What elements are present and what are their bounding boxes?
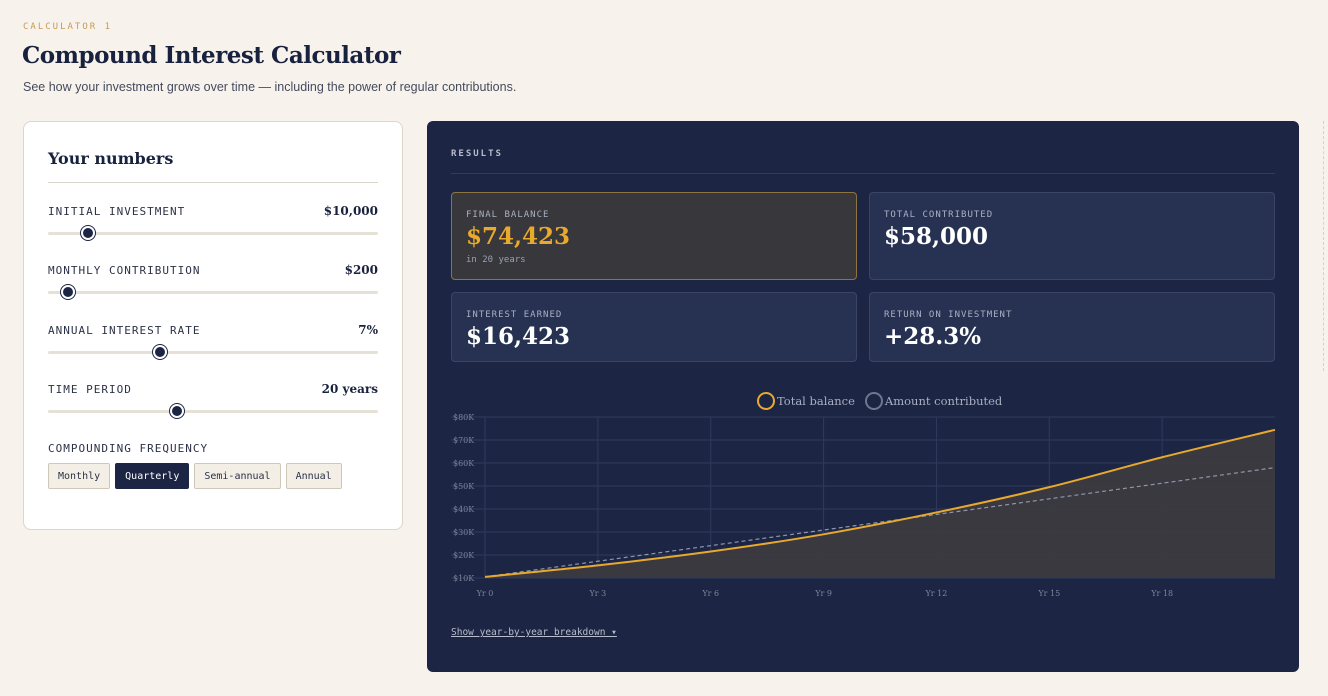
x-tick-label: Yr 3 (588, 589, 606, 598)
final-balance-value: $74,423 (466, 223, 571, 250)
initial-investment-value: $10,000 (323, 204, 378, 218)
divider (1323, 121, 1324, 371)
y-tick-label: $10K (453, 574, 475, 583)
y-tick-label: $40K (453, 505, 475, 514)
initial-investment-label: INITIAL INVESTMENT (48, 205, 186, 218)
interest-earned-value: $16,423 (466, 323, 571, 350)
total-contributed-card: TOTAL CONTRIBUTED $58,000 (869, 192, 1275, 280)
initial-investment-slider-thumb[interactable] (80, 226, 95, 240)
y-tick-label: $70K (453, 436, 475, 445)
frequency-monthly-button[interactable]: Monthly (48, 463, 111, 489)
final-balance-card: FINAL BALANCE $74,423 in 20 years (451, 192, 857, 280)
compounding-frequency-label: COMPOUNDING FREQUENCY (48, 442, 209, 455)
amount-contributed-swatch-icon (864, 392, 883, 410)
legend-total-balance[interactable]: Total balance (757, 392, 855, 410)
inputs-panel: Your numbers INITIAL INVESTMENT $10,000 … (23, 121, 403, 530)
y-tick-label: $80K (453, 413, 475, 422)
legend-amount-contributed-label: Amount contributed (884, 394, 1003, 408)
legend-amount-contributed[interactable]: Amount contributed (864, 392, 1003, 410)
results-label: RESULTS (451, 149, 503, 159)
frequency-semi-annual-button[interactable]: Semi-annual (194, 463, 281, 489)
x-tick-label: Yr 18 (1150, 589, 1173, 598)
roi-card: RETURN ON INVESTMENT +28.3% (869, 292, 1275, 362)
chart-legend: Total balance Amount contributed (757, 392, 1006, 410)
time-period-slider[interactable] (48, 410, 378, 413)
interest-rate-label: ANNUAL INTEREST RATE (48, 324, 201, 337)
initial-investment-slider[interactable] (48, 232, 378, 235)
legend-total-balance-label: Total balance (777, 394, 855, 408)
y-tick-label: $50K (453, 482, 475, 491)
year-by-year-breakdown-link[interactable]: Show year-by-year breakdown ▾ (451, 627, 617, 638)
roi-value: +28.3% (884, 323, 982, 350)
y-tick-label: $30K (453, 528, 475, 537)
divider (48, 182, 378, 183)
total-balance-area (485, 429, 1275, 578)
total-balance-line (484, 428, 1276, 578)
x-tick-label: Yr 6 (701, 589, 719, 598)
divider (451, 173, 1275, 174)
y-tick-label: $20K (453, 551, 475, 560)
compounding-frequency-options: Monthly Quarterly Semi-annual Annual (48, 463, 342, 489)
time-period-label: TIME PERIOD (48, 383, 132, 396)
roi-label: RETURN ON INVESTMENT (884, 310, 1013, 320)
page-title: Compound Interest Calculator (22, 42, 401, 69)
interest-earned-card: INTEREST EARNED $16,423 (451, 292, 857, 362)
x-tick-label: Yr 9 (814, 589, 832, 598)
monthly-contribution-slider[interactable] (48, 291, 378, 294)
final-balance-subtext: in 20 years (466, 255, 526, 265)
interest-rate-slider-thumb[interactable] (153, 345, 168, 359)
x-tick-label: Yr 15 (1037, 589, 1060, 598)
total-contributed-label: TOTAL CONTRIBUTED (884, 210, 994, 220)
page-subtitle: See how your investment grows over time … (23, 80, 517, 94)
time-period-value: 20 years (321, 382, 378, 396)
growth-chart: $10K $20K $30K $40K $50K $60K $70K $80K Yr 0 Yr 3… (451, 413, 1276, 598)
final-balance-label: FINAL BALANCE (466, 210, 550, 220)
time-period-slider-thumb[interactable] (169, 404, 184, 418)
total-balance-swatch-icon (757, 392, 775, 410)
x-tick-label: Yr 12 (925, 589, 948, 598)
x-tick-label: Yr 0 (476, 589, 494, 598)
interest-rate-slider[interactable] (48, 351, 378, 354)
results-panel: RESULTS FINAL BALANCE $74,423 in 20 year… (427, 121, 1299, 672)
total-contributed-value: $58,000 (884, 223, 989, 250)
monthly-contribution-slider-thumb[interactable] (60, 285, 75, 299)
frequency-annual-button[interactable]: Annual (285, 463, 342, 489)
y-tick-label: $60K (453, 459, 475, 468)
inputs-panel-title: Your numbers (48, 149, 174, 168)
monthly-contribution-value: $200 (344, 263, 378, 277)
calculator-eyebrow: CALCULATOR 1 (23, 22, 113, 32)
interest-rate-value: 7% (358, 323, 378, 337)
interest-earned-label: INTEREST EARNED (466, 310, 563, 320)
monthly-contribution-label: MONTHLY CONTRIBUTION (48, 264, 201, 277)
frequency-quarterly-button[interactable]: Quarterly (115, 463, 190, 489)
